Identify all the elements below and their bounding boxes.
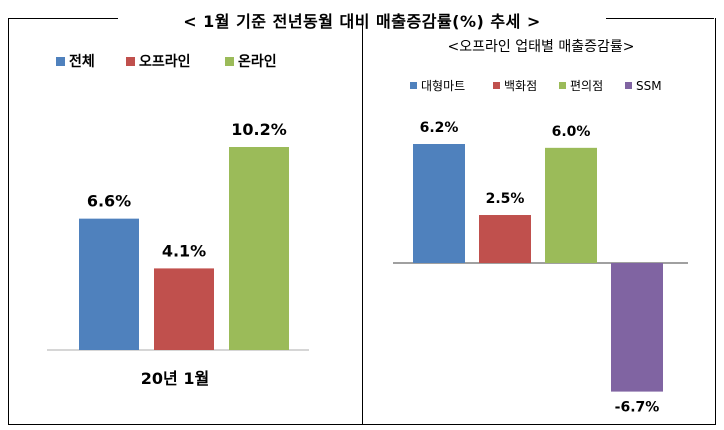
chart-total-offline-online: 전체 오프라인 온라인 6.6% 4.1% 10.2% 20년 1월 <box>47 53 309 388</box>
legend-swatch-0 <box>410 82 417 89</box>
bars: 6.6% 4.1% 10.2% <box>79 120 289 350</box>
legend-swatch-1 <box>126 57 135 66</box>
legend-swatch-2 <box>225 57 234 66</box>
legend-label-3: SSM <box>636 79 662 93</box>
legend-label-2: 온라인 <box>238 53 277 70</box>
bar-1 <box>479 215 531 263</box>
chart-title: <오프라인 업태별 매출증감률> <box>448 39 635 55</box>
bar-value-label-1: 2.5% <box>486 191 525 207</box>
bar-0 <box>413 144 465 263</box>
chart-frame <box>8 18 716 425</box>
bar-value-label-3: -6.7% <box>615 400 660 416</box>
bar-0 <box>79 218 139 350</box>
bar-value-label-2: 6.0% <box>552 124 591 140</box>
bar-value-label-1: 4.1% <box>162 241 206 260</box>
legend-swatch-0 <box>56 57 65 66</box>
chart-offline-by-format: <오프라인 업태별 매출증감률> 대형마트 백화점 편의점 SSM 6.2% 2.… <box>393 39 688 416</box>
bar-1 <box>154 268 214 350</box>
bars: 6.2% 2.5% 6.0% -6.7% <box>413 120 663 416</box>
legend-swatch-1 <box>493 82 500 89</box>
legend-label-1: 오프라인 <box>139 53 191 70</box>
bar-value-label-2: 10.2% <box>231 120 287 139</box>
legend-swatch-2 <box>559 82 566 89</box>
x-category-label: 20년 1월 <box>141 369 209 388</box>
bar-value-label-0: 6.2% <box>420 120 459 136</box>
legend-label-0: 대형마트 <box>421 79 465 93</box>
legend-label-1: 백화점 <box>504 79 537 93</box>
bar-3 <box>611 263 663 392</box>
legend-swatch-3 <box>625 82 632 89</box>
bar-2 <box>229 147 289 350</box>
bar-2 <box>545 147 597 263</box>
legend: 전체 오프라인 온라인 <box>56 53 277 70</box>
legend: 대형마트 백화점 편의점 SSM <box>410 79 662 93</box>
panel-divider <box>362 18 363 424</box>
legend-label-2: 편의점 <box>570 79 603 93</box>
bar-value-label-0: 6.6% <box>87 192 131 211</box>
legend-label-0: 전체 <box>69 53 95 70</box>
